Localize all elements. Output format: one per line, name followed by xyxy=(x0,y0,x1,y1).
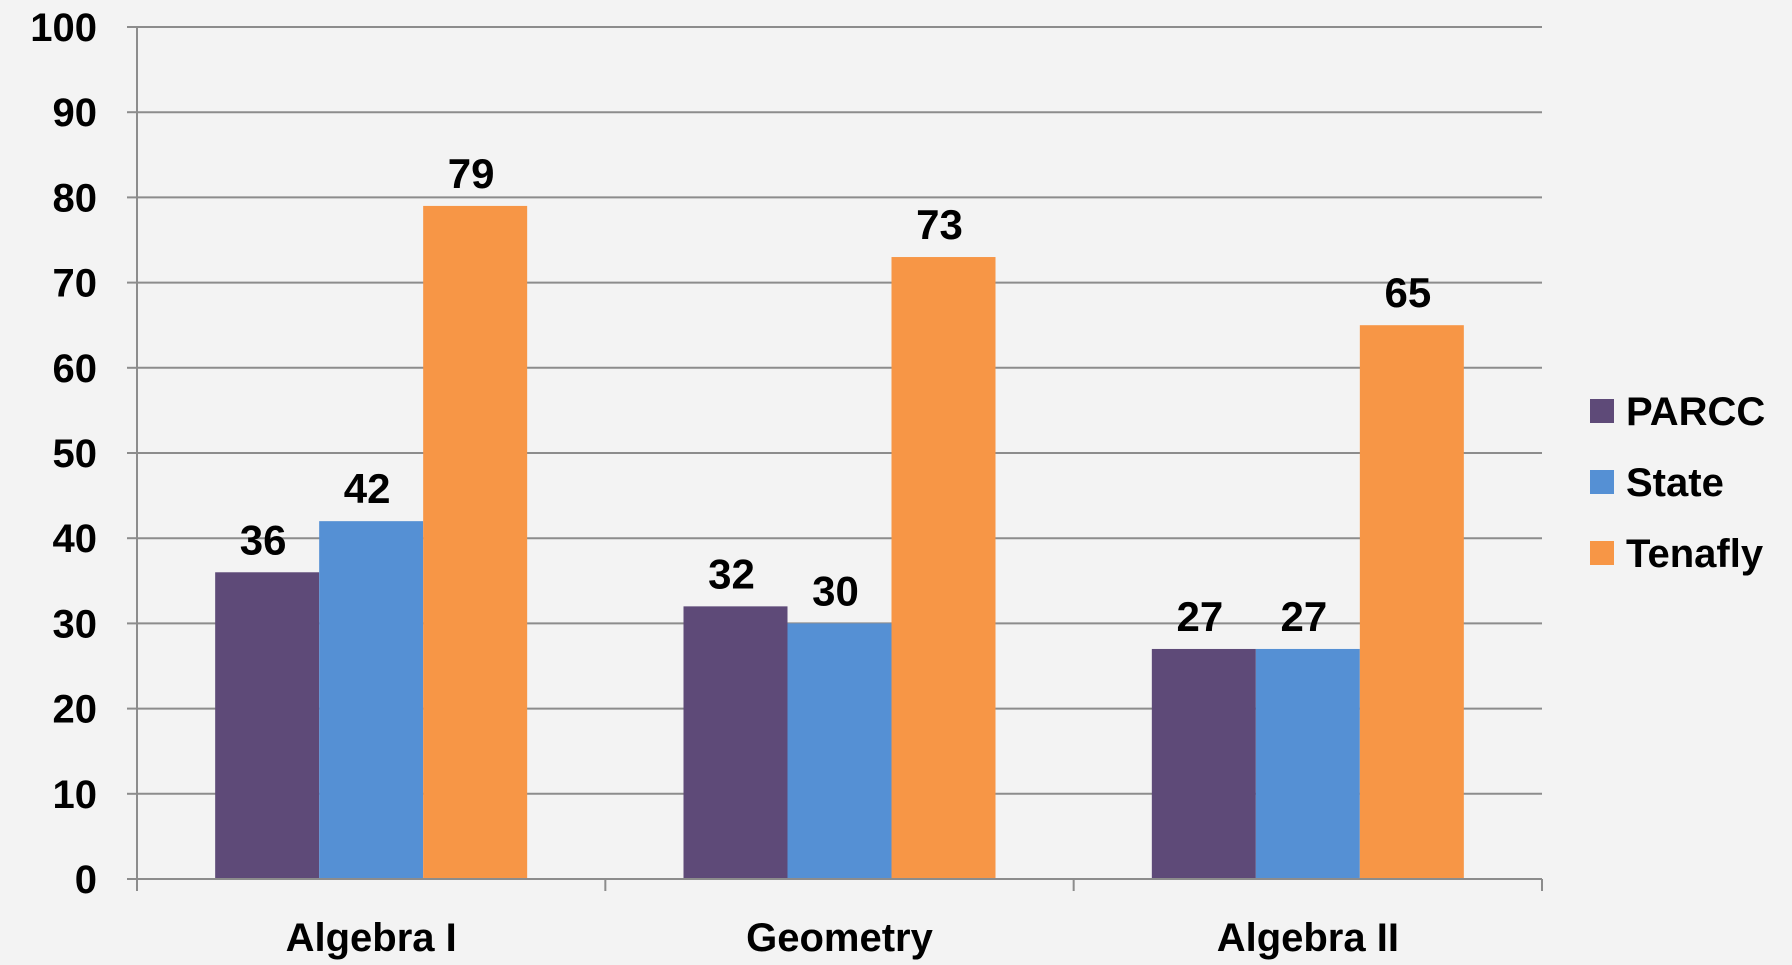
data-label: 73 xyxy=(916,201,963,248)
legend-swatch-parcc xyxy=(1590,399,1614,423)
data-label: 27 xyxy=(1176,593,1223,640)
legend-swatch-tenafly xyxy=(1590,541,1614,565)
bar-parcc xyxy=(683,606,788,879)
y-tick-label: 20 xyxy=(53,688,98,732)
x-category-label: Geometry xyxy=(746,916,933,960)
legend: PARCC State Tenafly xyxy=(1590,390,1765,576)
x-category-label: Algebra II xyxy=(1217,916,1399,960)
x-category-label: Algebra I xyxy=(286,916,457,960)
bar-state xyxy=(1255,648,1360,879)
data-label: 79 xyxy=(448,150,495,197)
bar-parcc xyxy=(1151,648,1256,879)
axes: 0 10 20 30 40 50 60 70 80 90 100 Algebra I Geometry A… xyxy=(30,6,1543,960)
y-tick-label: 80 xyxy=(53,176,98,220)
y-tick-label: 70 xyxy=(53,262,98,306)
bars xyxy=(215,205,1464,880)
legend-label: PARCC xyxy=(1626,390,1765,434)
y-tick-label: 90 xyxy=(53,91,98,135)
legend-label: Tenafly xyxy=(1626,532,1764,576)
bar-state xyxy=(319,521,424,879)
data-labels: 36 42 79 32 30 73 27 27 65 xyxy=(240,150,1431,640)
y-tick-label: 10 xyxy=(53,773,98,817)
data-label: 36 xyxy=(240,516,287,563)
bar-tenafly xyxy=(423,205,528,880)
data-label: 42 xyxy=(344,465,391,512)
y-tick-label: 0 xyxy=(75,858,97,902)
y-tick-label: 100 xyxy=(30,6,97,50)
legend-label: State xyxy=(1626,461,1724,505)
y-tick-label: 30 xyxy=(53,602,98,646)
legend-swatch-state xyxy=(1590,470,1614,494)
y-tick-label: 50 xyxy=(53,432,98,476)
bar-state xyxy=(787,623,892,879)
y-tick-label: 60 xyxy=(53,347,98,391)
y-tick-label: 40 xyxy=(53,517,98,561)
data-label: 32 xyxy=(708,550,755,597)
data-label: 65 xyxy=(1384,269,1431,316)
bar-tenafly xyxy=(1359,325,1464,879)
data-label: 27 xyxy=(1280,593,1327,640)
data-label: 30 xyxy=(812,567,859,614)
bar-parcc xyxy=(215,572,320,879)
bar-tenafly xyxy=(891,257,996,879)
